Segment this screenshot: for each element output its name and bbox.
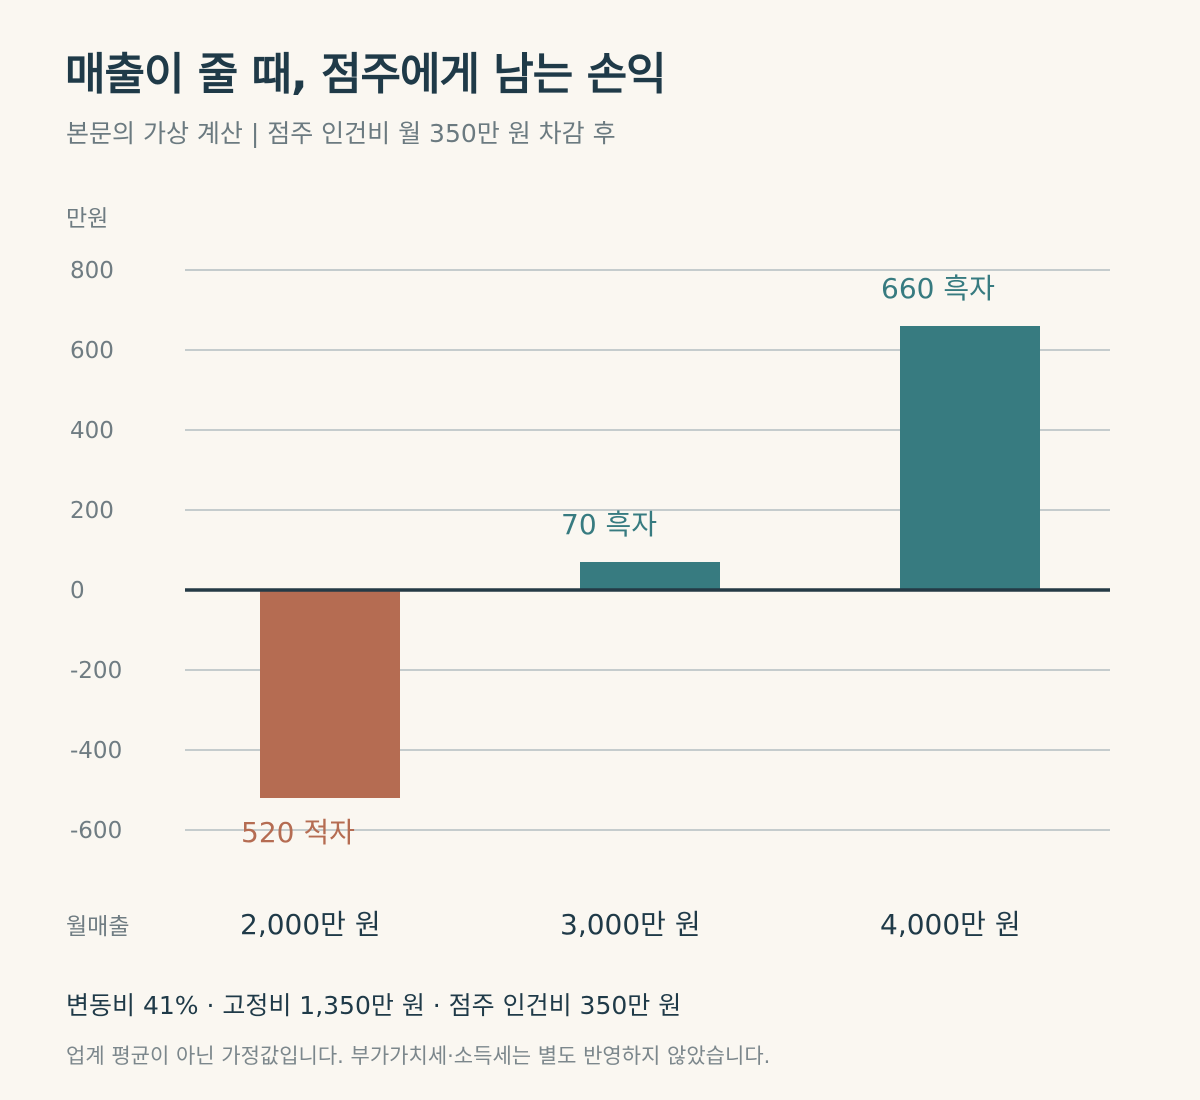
assumptions-note: 변동비 41% · 고정비 1,350만 원 · 점주 인건비 350만 원 — [66, 991, 682, 1020]
bar-2 — [580, 562, 720, 590]
bar-chart: 만원 800 600 400 200 0 -200 -400 -600 520 적자 2,000만 … — [66, 206, 1110, 941]
y-axis-unit-label: 만원 — [66, 206, 108, 232]
y-tick-label: -200 — [70, 658, 122, 684]
x-category-label: 4,000만 원 — [880, 908, 1021, 941]
y-tick-label: 0 — [70, 578, 85, 604]
bars — [260, 326, 1040, 798]
y-tick-label: 400 — [70, 418, 114, 444]
x-category-label: 3,000만 원 — [560, 908, 701, 941]
chart-subtitle: 본문의 가상 계산 | 점주 인건비 월 350만 원 차감 후 — [66, 119, 616, 148]
y-tick-label: 600 — [70, 338, 114, 364]
disclaimer-note: 업계 평균이 아닌 가정값입니다. 부가가치세·소득세는 별도 반영하지 않았습… — [66, 1044, 771, 1068]
y-tick-label: -600 — [70, 818, 122, 844]
y-tick-label: 800 — [70, 258, 114, 284]
y-tick-label: 200 — [70, 498, 114, 524]
chart-title: 매출이 줄 때, 점주에게 남는 손익 — [65, 49, 667, 100]
labels: 만원 800 600 400 200 0 -200 -400 -600 520 적자 2,000만 … — [66, 206, 1021, 941]
bar-1 — [260, 590, 400, 798]
bar-3 — [900, 326, 1040, 590]
bar-data-label: 520 적자 — [241, 816, 355, 849]
x-category-label: 2,000만 원 — [240, 908, 381, 941]
y-tick-label: -400 — [70, 738, 122, 764]
bar-data-label: 70 흑자 — [561, 508, 657, 541]
bar-data-label: 660 흑자 — [881, 272, 995, 305]
x-axis-label: 월매출 — [66, 914, 129, 940]
